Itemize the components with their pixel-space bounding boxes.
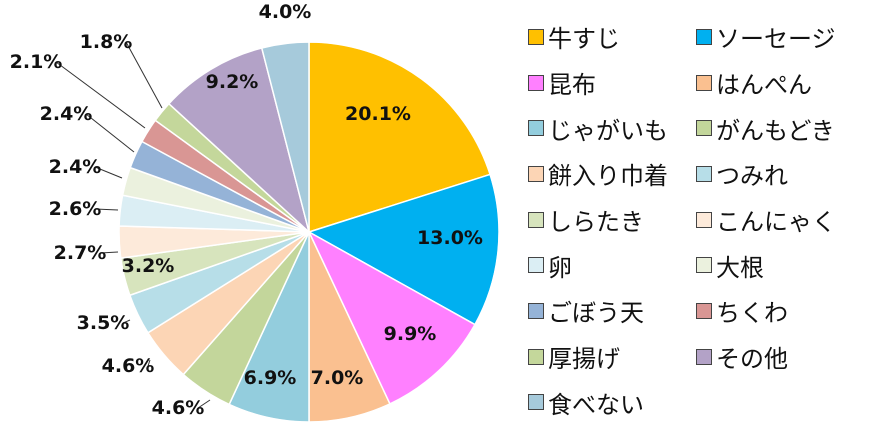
legend-item: 大根 — [696, 242, 864, 288]
data-label: 4.6% — [102, 355, 155, 377]
leader-line — [94, 208, 119, 211]
legend-label: しらたき — [548, 208, 644, 237]
legend-item: 食べない — [528, 380, 696, 426]
legend-label: 牛すじ — [548, 25, 620, 54]
data-label: 9.9% — [384, 323, 437, 345]
legend-label: ソーセージ — [716, 25, 836, 54]
legend-item: じゃがいも — [528, 105, 696, 151]
legend-swatch — [528, 348, 544, 365]
legend-label: こんにゃく — [716, 208, 836, 237]
legend-swatch — [696, 120, 712, 137]
legend-swatch — [528, 165, 544, 182]
legend-item: 牛すじ — [528, 14, 696, 60]
data-label: 20.1% — [345, 103, 411, 125]
legend-label: 食べない — [548, 390, 644, 419]
legend-label: がんもどき — [716, 116, 835, 145]
legend-swatch — [528, 74, 544, 91]
legend-swatch — [696, 348, 712, 365]
leader-line — [85, 113, 135, 153]
legend-item: ちくわ — [696, 288, 864, 334]
legend-item: がんもどき — [696, 105, 864, 151]
legend-item: その他 — [696, 334, 864, 380]
legend-item: 厚揚げ — [528, 334, 696, 380]
legend-swatch — [528, 120, 544, 137]
data-label: 2.7% — [54, 242, 107, 264]
pie-chart: 20.1% 13.0% 9.9% 7.0% 6.9% 4.6% 4.6% 3.5% 3.2% 2.… — [10, 1, 500, 423]
legend-item: ごぼう天 — [528, 288, 696, 334]
leader-line — [55, 61, 146, 129]
legend-label: はんぺん — [716, 71, 812, 100]
legend-swatch — [528, 28, 544, 45]
legend-label: 卵 — [548, 253, 572, 282]
legend-item: 卵 — [528, 242, 696, 288]
legend-swatch — [528, 394, 544, 411]
legend-swatch — [696, 302, 712, 319]
data-label: 6.9% — [244, 367, 297, 389]
data-label: 2.4% — [49, 156, 102, 178]
legend-label: ちくわ — [716, 299, 788, 328]
legend-label: つみれ — [716, 162, 788, 191]
legend-swatch — [696, 74, 712, 91]
data-label: 1.8% — [80, 31, 133, 53]
legend-label: 昆布 — [548, 71, 596, 100]
legend-item: ソーセージ — [696, 14, 864, 60]
legend-label: 厚揚げ — [548, 345, 620, 374]
data-label: 9.2% — [206, 71, 259, 93]
data-label: 2.4% — [40, 103, 93, 125]
data-label: 4.0% — [259, 1, 312, 23]
legend-label: 大根 — [716, 253, 764, 282]
data-label: 2.6% — [49, 198, 102, 220]
legend-swatch — [696, 257, 712, 274]
legend-swatch — [696, 28, 712, 45]
pie-outline — [118, 41, 500, 423]
data-label: 2.1% — [10, 51, 63, 73]
legend-item: しらたき — [528, 197, 696, 243]
legend-label: ごぼう天 — [548, 299, 644, 328]
legend-swatch — [528, 211, 544, 228]
legend-item: 昆布 — [528, 60, 696, 106]
leader-line — [122, 319, 131, 324]
leader-line — [197, 399, 211, 409]
chart-legend: 牛すじ ソーセージ昆布 はんぺんじゃがいも がんもどき餅入り巾着 つみれしらたき こんにゃ… — [528, 14, 868, 424]
legend-swatch — [528, 257, 544, 274]
legend-item: つみれ — [696, 151, 864, 197]
legend-item: こんにゃく — [696, 197, 864, 243]
leader-line — [99, 251, 119, 254]
legend-swatch — [696, 211, 712, 228]
data-label: 4.6% — [152, 397, 205, 419]
legend-swatch — [528, 302, 544, 319]
leader-line — [94, 166, 123, 179]
legend-swatch — [696, 165, 712, 182]
data-label: 13.0% — [417, 227, 483, 249]
legend-item: はんぺん — [696, 60, 864, 106]
leader-line — [147, 359, 151, 367]
data-label: 7.0% — [311, 367, 364, 389]
data-label: 3.5% — [77, 312, 130, 334]
legend-label: その他 — [716, 345, 788, 374]
data-label: 3.2% — [122, 255, 175, 277]
legend-item: 餅入り巾着 — [528, 151, 696, 197]
legend-label: じゃがいも — [548, 116, 668, 145]
leader-line — [125, 41, 163, 109]
legend-label: 餅入り巾着 — [548, 162, 668, 191]
